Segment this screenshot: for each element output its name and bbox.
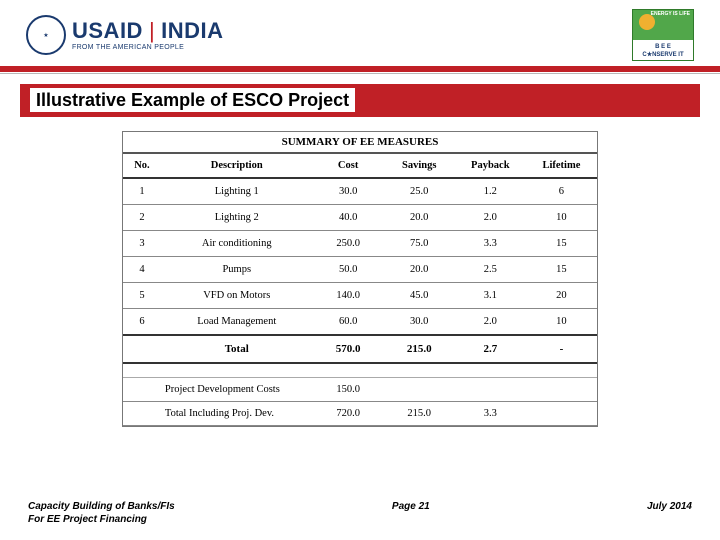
cell-savings: 45.0 [384, 283, 455, 309]
table-blank-row [123, 363, 597, 377]
table-grand-row: Total Including Proj. Dev. 720.0 215.0 3… [123, 401, 597, 425]
cell-cost: 40.0 [313, 205, 384, 231]
total-savings: 215.0 [384, 335, 455, 363]
table-row: 1Lighting 130.025.01.26 [123, 178, 597, 205]
footer-date: July 2014 [647, 501, 692, 512]
cell-cost: 250.0 [313, 231, 384, 257]
table-row: 5VFD on Motors140.045.03.120 [123, 283, 597, 309]
usaid-tagline: FROM THE AMERICAN PEOPLE [72, 44, 224, 51]
cell-lifetime: 20 [526, 283, 597, 309]
usaid-divider: | [149, 20, 155, 42]
table-summary-header: SUMMARY OF EE MEASURES [123, 132, 597, 153]
usaid-main-label: USAID [72, 20, 143, 42]
col-payback: Payback [455, 153, 526, 178]
header-red-rule [0, 66, 720, 72]
cell-cost: 60.0 [313, 309, 384, 336]
table-row: 6Load Management60.030.02.010 [123, 309, 597, 336]
slide-header: ★ USAID | INDIA FROM THE AMERICAN PEOPLE… [0, 0, 720, 66]
footer-left-line2: For EE Project Financing [28, 514, 175, 527]
cell-desc: Air conditioning [161, 231, 313, 257]
col-desc: Description [161, 153, 313, 178]
table-column-headers: No. Description Cost Savings Payback Lif… [123, 153, 597, 178]
slide-title-bar: Illustrative Example of ESCO Project [20, 84, 700, 117]
cell-payback: 3.3 [455, 231, 526, 257]
cell-no: 5 [123, 283, 161, 309]
cell-no: 6 [123, 309, 161, 336]
cell-lifetime: 6 [526, 178, 597, 205]
bee-logo: ENERGY IS LIFE B E E C★NSERVE IT [632, 9, 694, 61]
cell-no: 3 [123, 231, 161, 257]
summary-table: SUMMARY OF EE MEASURES No. Description C… [122, 131, 598, 427]
cell-savings: 25.0 [384, 178, 455, 205]
cell-savings: 20.0 [384, 257, 455, 283]
cell-lifetime: 10 [526, 205, 597, 231]
cell-savings: 20.0 [384, 205, 455, 231]
slide-footer: Capacity Building of Banks/FIs For EE Pr… [0, 501, 720, 526]
table-row: 2Lighting 240.020.02.010 [123, 205, 597, 231]
cell-payback: 3.1 [455, 283, 526, 309]
cell-cost: 50.0 [313, 257, 384, 283]
table-pdc-row: Project Development Costs 150.0 [123, 377, 597, 401]
table-row: 3Air conditioning250.075.03.315 [123, 231, 597, 257]
bee-mid-text: B E E [655, 44, 671, 50]
total-cost: 570.0 [313, 335, 384, 363]
footer-left: Capacity Building of Banks/FIs For EE Pr… [28, 501, 175, 526]
grand-payback: 3.3 [455, 401, 526, 425]
usaid-wordmark: USAID | INDIA [72, 20, 224, 42]
cell-lifetime: 15 [526, 257, 597, 283]
cell-savings: 30.0 [384, 309, 455, 336]
cell-no: 2 [123, 205, 161, 231]
grand-savings: 215.0 [384, 401, 455, 425]
bee-bottom-text: C★NSERVE IT [642, 51, 683, 58]
col-lifetime: Lifetime [526, 153, 597, 178]
table-row: 4Pumps50.020.02.515 [123, 257, 597, 283]
cell-payback: 2.5 [455, 257, 526, 283]
cell-desc: VFD on Motors [161, 283, 313, 309]
cell-lifetime: 15 [526, 231, 597, 257]
pdc-label: Project Development Costs [161, 377, 313, 401]
cell-desc: Pumps [161, 257, 313, 283]
cell-no: 4 [123, 257, 161, 283]
pdc-cost: 150.0 [313, 377, 384, 401]
usaid-text-block: USAID | INDIA FROM THE AMERICAN PEOPLE [72, 20, 224, 51]
col-cost: Cost [313, 153, 384, 178]
cell-cost: 140.0 [313, 283, 384, 309]
cell-cost: 30.0 [313, 178, 384, 205]
bee-top-text: ENERGY IS LIFE [651, 12, 690, 18]
cell-lifetime: 10 [526, 309, 597, 336]
usaid-seal-icon: ★ [26, 15, 66, 55]
table-total-row: Total 570.0 215.0 2.7 - [123, 335, 597, 363]
header-thin-rule [0, 73, 720, 74]
col-savings: Savings [384, 153, 455, 178]
grand-cost: 720.0 [313, 401, 384, 425]
cell-desc: Load Management [161, 309, 313, 336]
col-no: No. [123, 153, 161, 178]
cell-payback: 1.2 [455, 178, 526, 205]
cell-payback: 2.0 [455, 309, 526, 336]
total-lifetime: - [526, 335, 597, 363]
total-label: Total [161, 335, 313, 363]
cell-desc: Lighting 2 [161, 205, 313, 231]
total-payback: 2.7 [455, 335, 526, 363]
usaid-india-label: INDIA [161, 20, 223, 42]
footer-left-line1: Capacity Building of Banks/FIs [28, 501, 175, 514]
cell-no: 1 [123, 178, 161, 205]
footer-page: Page 21 [175, 501, 647, 512]
usaid-logo: ★ USAID | INDIA FROM THE AMERICAN PEOPLE [26, 15, 224, 55]
cell-payback: 2.0 [455, 205, 526, 231]
summary-label: SUMMARY OF EE MEASURES [123, 132, 597, 153]
slide-title: Illustrative Example of ESCO Project [30, 88, 355, 112]
cell-desc: Lighting 1 [161, 178, 313, 205]
cell-savings: 75.0 [384, 231, 455, 257]
grand-label: Total Including Proj. Dev. [161, 401, 313, 425]
